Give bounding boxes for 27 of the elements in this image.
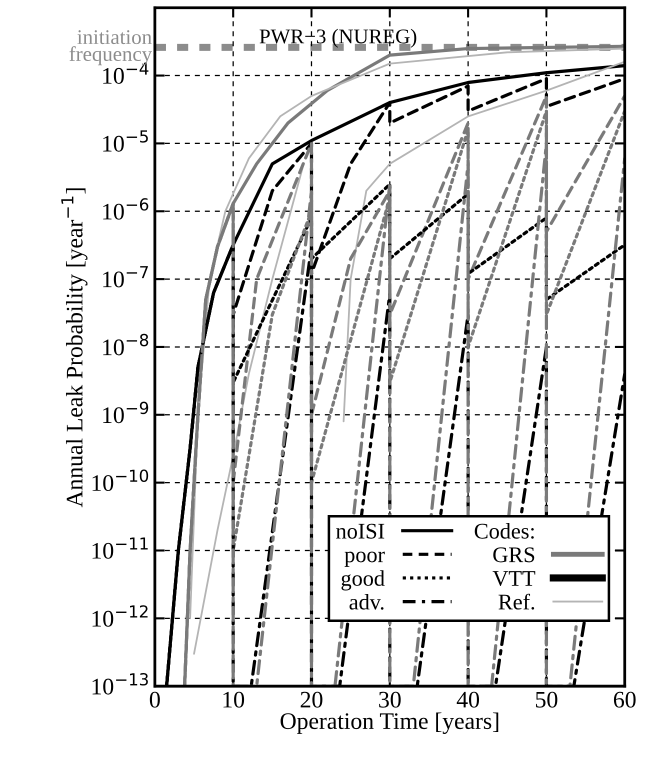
text: PWR−3 (NUREG): [260, 28, 416, 48]
y-tick-label: 10$^{−11}$: [92, 537, 148, 559]
legend-label: GRS: [493, 547, 534, 562]
x-tick-label: 40: [456, 692, 480, 708]
x-tick-label: 10: [223, 692, 244, 708]
x-tick-label: 20: [300, 692, 322, 708]
x-tick-label: 50: [536, 692, 558, 708]
legend-title: Codes:: [474, 523, 534, 539]
x-tick-label: 0: [150, 692, 160, 708]
y-tick-label: 10$^{−9}$: [103, 402, 148, 424]
legend-label: adv.: [350, 594, 384, 610]
y-tick-label: 10$^{−13}$: [92, 673, 148, 695]
y-tick-label: 10$^{−12}$: [92, 605, 148, 627]
legend-label: good: [341, 570, 385, 591]
y-tick-label: 10$^{−5}$: [103, 130, 148, 152]
y-tick-label: 10$^{−10}$: [92, 470, 148, 492]
y-tick-label: 10$^{−6}$: [103, 198, 148, 220]
legend-label: noISI: [336, 524, 384, 539]
legend-label: Ref.: [498, 594, 534, 610]
y-tick-label: 10$^{−8}$: [103, 334, 148, 356]
x-tick-label: 30: [379, 692, 401, 708]
annotation: VTT: [492, 571, 536, 586]
y-tick-label: 10$^{−7}$: [103, 266, 148, 288]
x-axis-title: Operation Time [years]: [280, 712, 498, 734]
x-tick-label: 60: [614, 692, 636, 708]
legend-label: poor: [344, 552, 385, 567]
y-axis-title: Annual Leak Probability [year$^{−1}$]: [61, 188, 88, 508]
